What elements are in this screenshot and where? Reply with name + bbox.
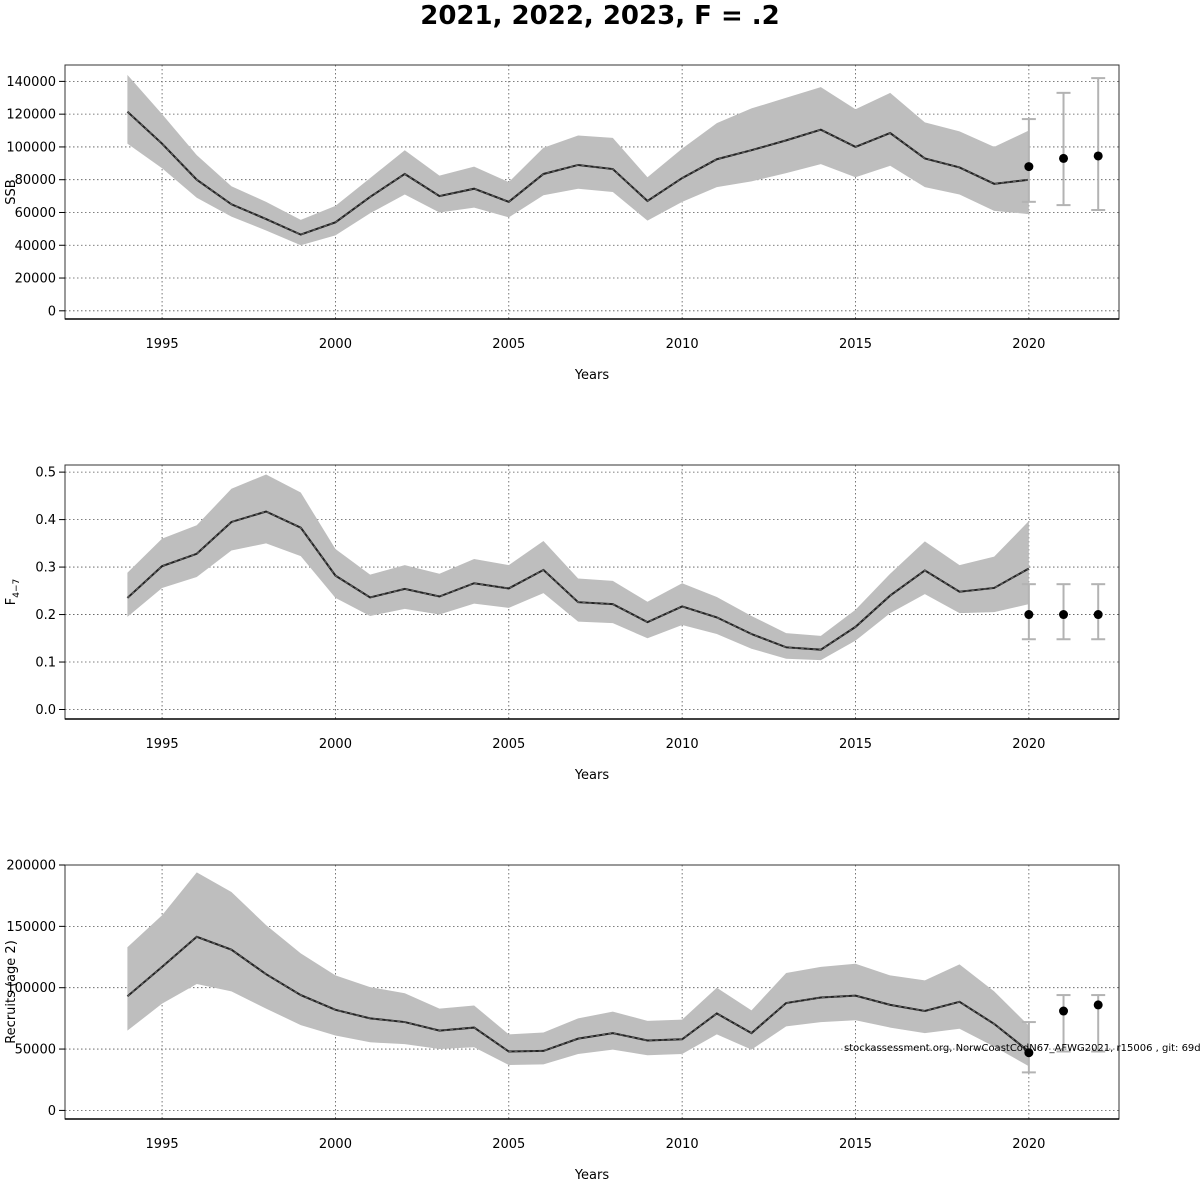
x-tick-label: 2020 (1012, 337, 1045, 352)
x-tick-label: 2015 (839, 737, 872, 752)
x-tick-label: 2005 (492, 1137, 525, 1152)
panel-fbar: 1995 2000 2005 2010 2015 2020 0.0 0.1 0.2 0.3 0.4 0… (4, 464, 1120, 783)
y-tick-label: 100000 (6, 140, 56, 155)
forecast-point (1024, 162, 1034, 172)
x-axis-label: Years (574, 1168, 610, 1183)
forecast-point (1059, 610, 1069, 620)
y-tick-label: 140000 (6, 75, 56, 90)
x-tick-label: 2005 (492, 337, 525, 352)
y-tick-label: 150000 (6, 920, 56, 935)
x-tick-label: 1995 (146, 337, 179, 352)
x-tick-label: 2020 (1012, 737, 1045, 752)
forecast-point (1093, 1000, 1103, 1010)
y-tick-label: 0 (48, 1104, 56, 1119)
y-tick-label: 0.2 (35, 608, 56, 623)
x-tick-label: 1995 (146, 1137, 179, 1152)
forecast-point (1059, 153, 1069, 163)
y-tick-label: 120000 (6, 108, 56, 123)
x-tick-label: 2015 (839, 1137, 872, 1152)
x-axis-label: Years (574, 768, 610, 783)
panel-recruitment: 1995 2000 2005 2010 2015 2020 0 50000 100000 1500… (4, 859, 1120, 1183)
estimate-line (126, 935, 1030, 1053)
x-tick-label: 2000 (319, 1137, 352, 1152)
y-tick-label: 0 (48, 304, 56, 319)
panel-ssb: 1995 2000 2005 2010 2015 2020 0 20000 40000 60000… (4, 64, 1120, 383)
x-tick-label: 2005 (492, 737, 525, 752)
y-tick-label: 0.1 (35, 656, 56, 671)
y-axis-label: Recruits (age 2) (4, 940, 19, 1044)
forecast-point (1059, 1006, 1069, 1016)
y-tick-label: 40000 (15, 239, 56, 254)
y-tick-label: 60000 (15, 206, 56, 221)
y-tick-label: 80000 (15, 173, 56, 188)
y-axis-label: SSB (4, 179, 19, 204)
figure-title: 2021, 2022, 2023, F = .2 (420, 1, 780, 31)
forecast-point (1024, 1048, 1034, 1058)
x-tick-label: 2000 (319, 337, 352, 352)
x-tick-label: 2010 (666, 737, 699, 752)
y-tick-label: 100000 (6, 981, 56, 996)
x-tick-label: 1995 (146, 737, 179, 752)
y-axis-label-subscript: 4−7 (12, 579, 22, 598)
y-tick-label: 20000 (15, 272, 56, 287)
estimate-line-dash (127, 510, 1030, 651)
y-tick-label: 0.3 (35, 561, 56, 576)
forecast-point (1024, 610, 1034, 620)
x-tick-label: 2010 (666, 1137, 699, 1152)
x-tick-label: 2000 (319, 737, 352, 752)
forecast-point (1093, 151, 1103, 161)
confidence-band (127, 872, 1029, 1067)
y-tick-label: 50000 (15, 1043, 56, 1058)
plot-area: 1995 2000 2005 2010 2015 20200200004000060000… (4, 64, 1120, 1183)
x-tick-label: 2020 (1012, 1137, 1045, 1152)
x-tick-label: 2010 (666, 337, 699, 352)
y-tick-label: 0.0 (35, 703, 56, 718)
x-tick-label: 2015 (839, 337, 872, 352)
y-axis-label: F4−7 (4, 579, 22, 605)
x-axis-label: Years (574, 368, 610, 383)
y-tick-label: 0.4 (35, 513, 56, 528)
forecast-point (1093, 610, 1103, 620)
y-tick-label: 200000 (6, 859, 56, 874)
footnote-text: stockassessment.org, NorwCoastCodN67_AFW… (844, 1043, 1200, 1054)
confidence-band (127, 74, 1029, 246)
estimate-line-dash (127, 111, 1029, 236)
y-tick-label: 0.5 (35, 466, 56, 481)
